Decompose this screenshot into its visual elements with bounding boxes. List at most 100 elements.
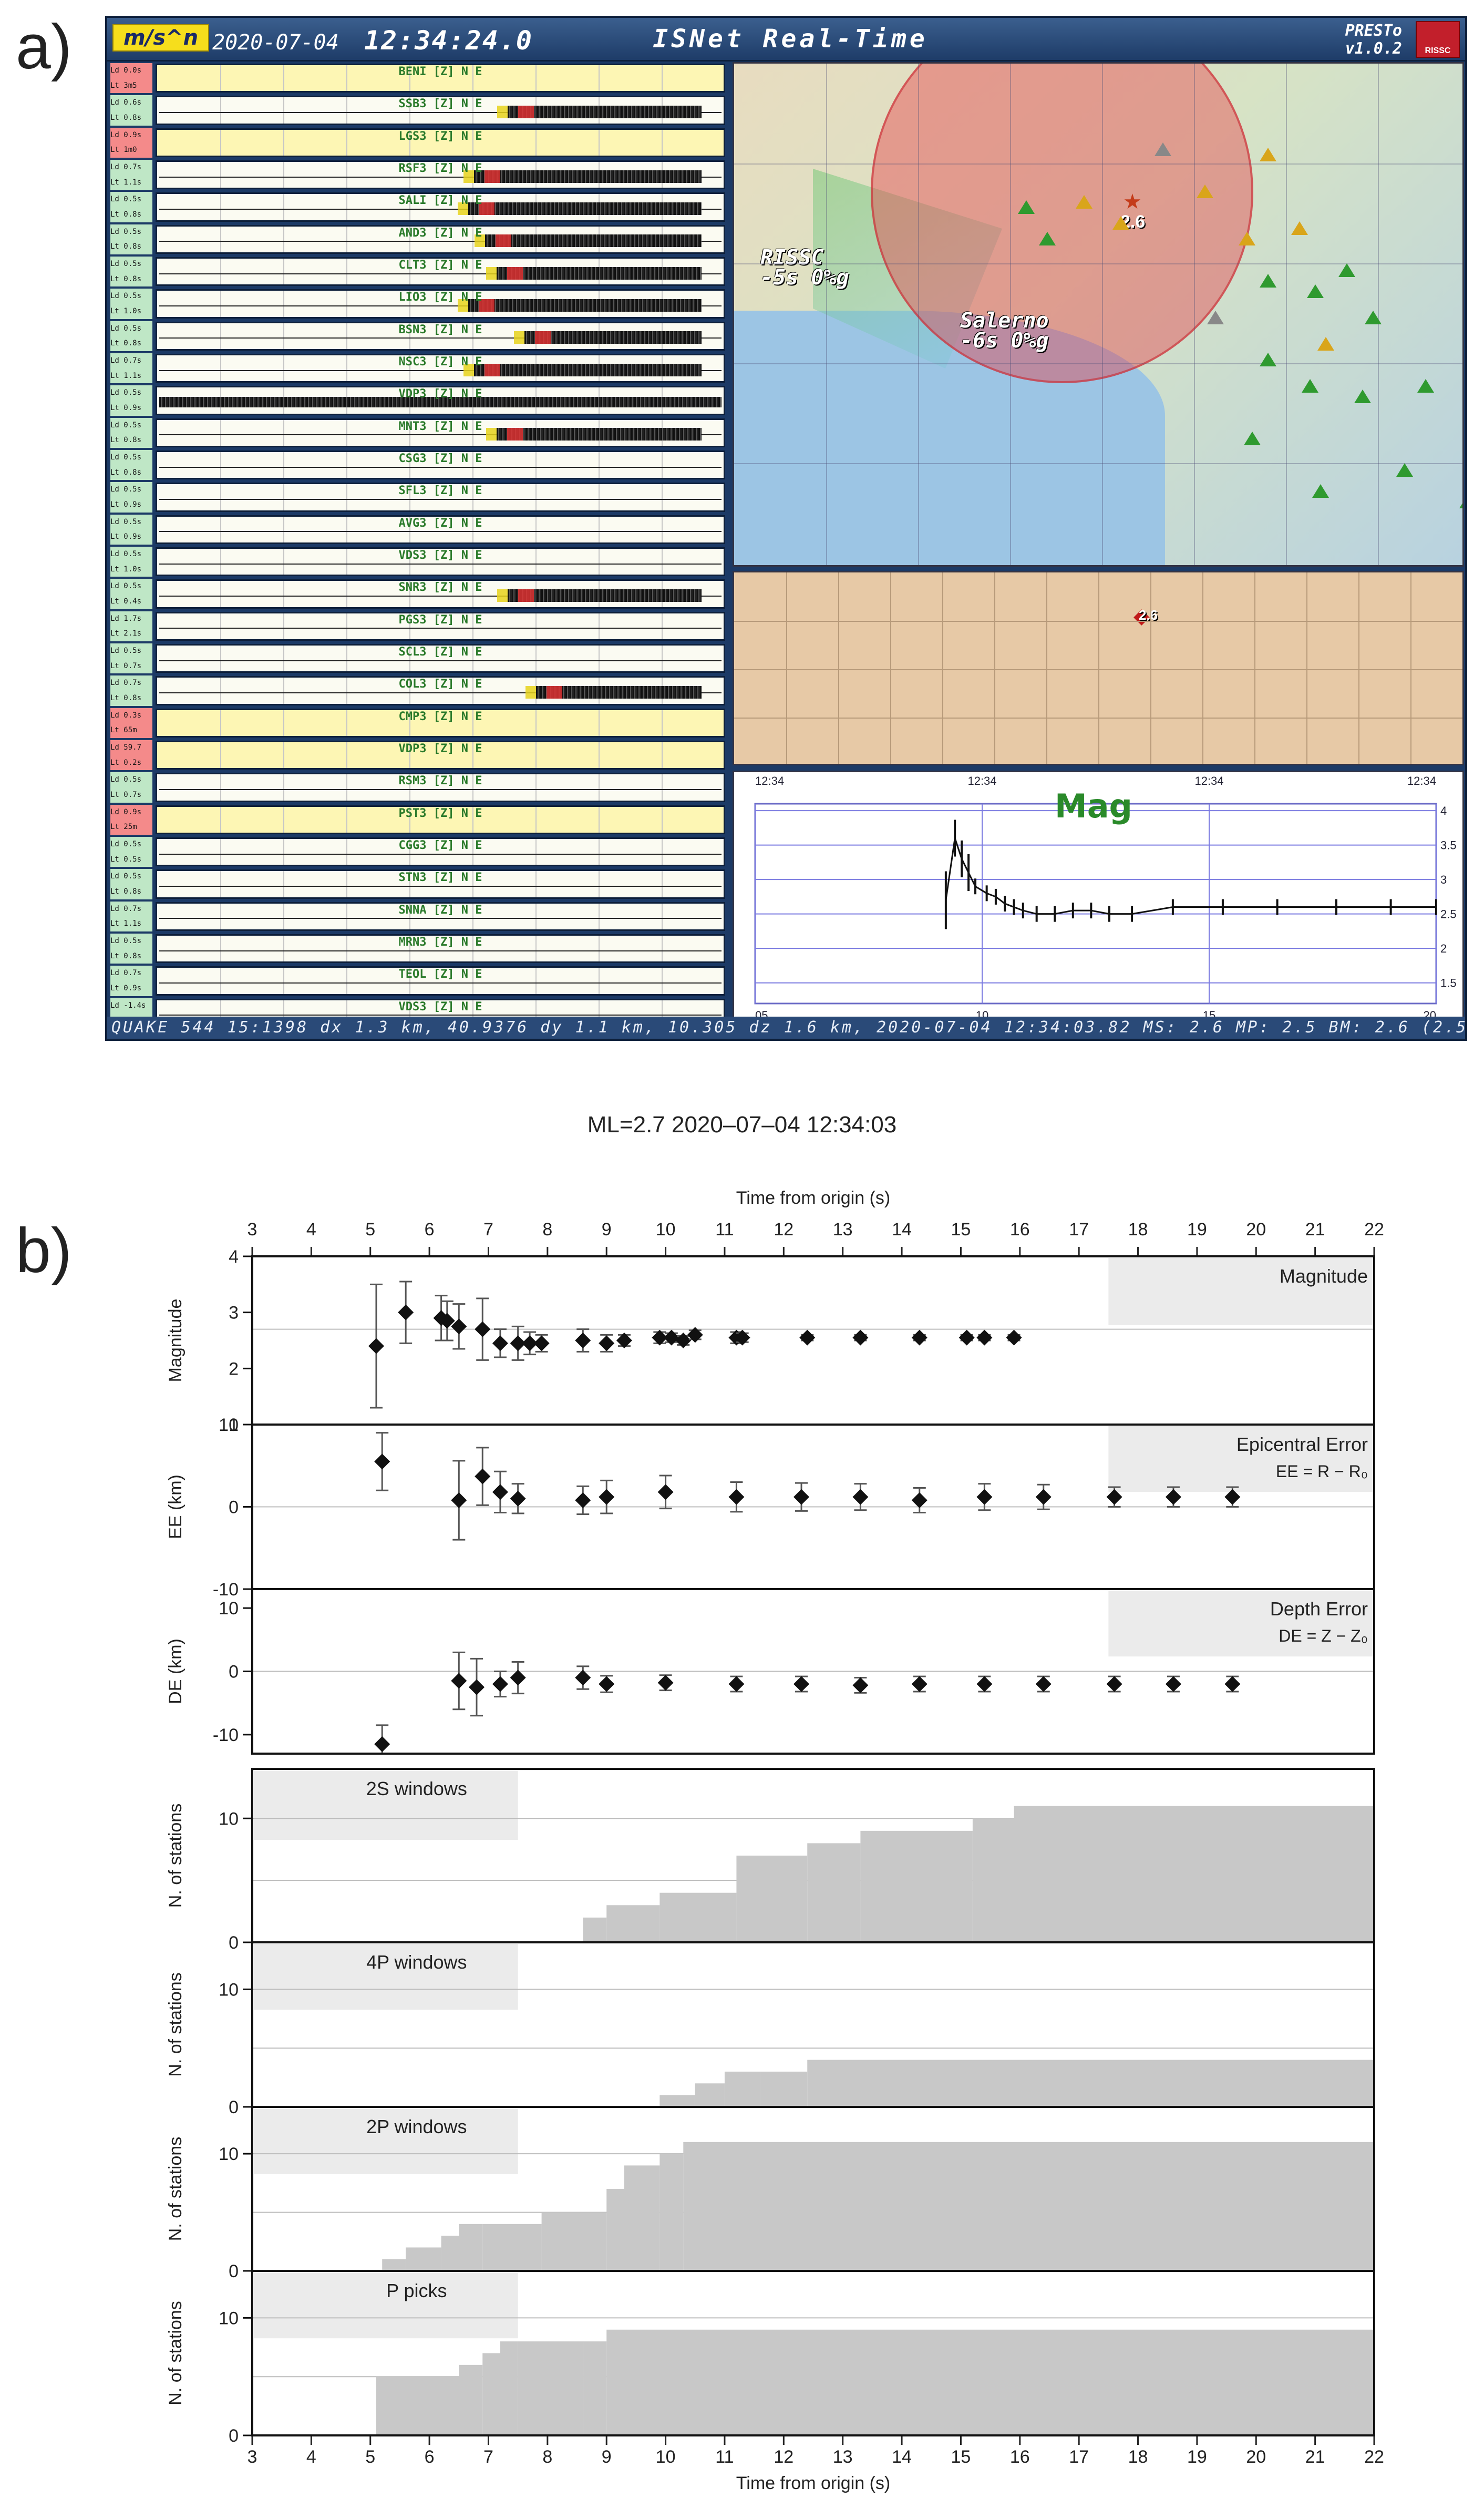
trace-row: Ld 0.3s Lt 65m CMP3 [Z] N E	[109, 707, 729, 739]
trace-baseline	[159, 982, 722, 984]
app-name-label: PRESTo	[1345, 22, 1402, 40]
station-name: CMP3 [Z] N E	[398, 710, 482, 723]
trace-baseline	[159, 918, 722, 919]
trace-grid-line	[220, 968, 221, 994]
station-triangle-icon	[1302, 379, 1318, 393]
trace-baseline	[159, 660, 722, 661]
x-tick-label: 11	[715, 2447, 734, 2467]
station-latency-tag: Ld 59.7 Lt 0.2s	[110, 740, 152, 771]
station-count-bar	[724, 2071, 760, 2107]
map-view[interactable]: RISSC -5s 0%g Salerno -6s 0%g ★ 2.6	[733, 62, 1464, 567]
x-tick-label: 7	[483, 2447, 493, 2467]
trace-grid-line	[472, 516, 473, 542]
trace-grid-line	[220, 613, 221, 639]
y-axis-label: N. of stations	[166, 1972, 186, 2076]
data-point	[510, 1490, 526, 1507]
data-point	[575, 1670, 591, 1686]
analysis-chart: Time from origin (s)3 4 5 6 7 8 9 10 11 12 13 14 15 1…	[166, 1188, 1384, 2493]
data-point	[510, 1670, 526, 1686]
trace-grid-line	[662, 1000, 663, 1026]
station-count-bar	[406, 2247, 441, 2271]
data-point	[728, 1676, 745, 1692]
x-tick-label-top: 10	[656, 1220, 676, 1240]
trace-grid-line	[662, 646, 663, 672]
mag-plot-top-time: 12:34	[755, 774, 784, 787]
station-count-bar	[760, 2071, 808, 2107]
trace-waveform: PGS3 [Z] N E	[156, 611, 725, 641]
trace-grid-line	[599, 1000, 600, 1026]
map-grid-line	[734, 263, 1462, 264]
data-point	[852, 1677, 869, 1693]
x-tick-label: 21	[1305, 2447, 1325, 2467]
trace-waveform: MRN3 [Z] N E	[156, 934, 725, 964]
latency-ld: Ld -1.4s	[110, 1001, 146, 1010]
trace-row: Ld 0.6s Lt 0.8s SSB3 [Z] N E	[109, 94, 729, 126]
trace-grid-line	[283, 516, 284, 542]
latency-lt: Lt 1.0s	[110, 565, 142, 574]
trace-row: Ld 0.7s Lt 1.1s NSC3 [Z] N E	[109, 352, 729, 384]
station-latency-tag: Ld 0.0s Lt 3m5	[110, 63, 152, 94]
station-latency-tag: Ld 0.5s Lt 1.0s	[110, 547, 152, 577]
subplot-depth-error: -10 0 10 DE (km) Depth Error DE = Z − Z₀	[166, 1588, 1375, 1755]
x-tick-label-top: 13	[833, 1220, 853, 1240]
station-latency-tag: Ld 0.5s Lt 0.4s	[110, 579, 152, 609]
trace-grid-line	[662, 968, 663, 994]
trace-row: Ld 0.5s Lt 0.9s VDP3 [Z] N E	[109, 384, 729, 416]
trace-grid-line	[409, 968, 410, 994]
station-count-bar	[376, 2377, 459, 2435]
trace-grid-line	[599, 549, 600, 575]
station-name: CGG3 [Z] N E	[398, 839, 482, 852]
x-tick-label-top: 19	[1187, 1220, 1207, 1240]
trace-grid-line	[472, 259, 473, 285]
data-point	[687, 1327, 703, 1343]
trace-grid-line	[662, 742, 663, 769]
trace-grid-line	[472, 968, 473, 994]
trace-grid-line	[535, 871, 537, 897]
station-count-bar	[606, 2329, 1374, 2435]
trace-baseline	[159, 1015, 722, 1016]
trace-grid-line	[472, 484, 473, 510]
data-point	[976, 1676, 993, 1692]
station-triangle-icon	[1155, 142, 1171, 156]
x-tick-label-top: 9	[602, 1220, 612, 1240]
latency-lt: Lt 1m0	[110, 146, 137, 155]
trace-grid-line	[346, 484, 347, 510]
station-name: SFL3 [Z] N E	[398, 484, 482, 498]
latency-ld: Ld 0.5s	[110, 582, 142, 591]
y-tick-label: 2	[229, 1359, 239, 1379]
subplot-title: 2S windows	[366, 1778, 467, 1799]
data-point	[1165, 1676, 1181, 1692]
trace-grid-line	[283, 194, 284, 220]
latency-ld: Ld 0.5s	[110, 517, 142, 526]
y-axis-label: N. of stations	[166, 1804, 186, 1908]
trace-grid-line	[220, 97, 221, 124]
trace-baseline	[159, 531, 722, 533]
trace-grid-line	[220, 484, 221, 510]
station-triangle-icon	[1459, 495, 1462, 508]
trace-grid-line	[535, 968, 537, 994]
s-pick-marker	[484, 363, 500, 376]
y-tick-label: 10	[219, 2144, 239, 2164]
trace-grid-line	[346, 903, 347, 929]
trace-row: Ld 0.5s Lt 0.8s SALI [Z] N E	[109, 191, 729, 223]
station-count-bar	[606, 2189, 624, 2271]
data-point	[976, 1489, 993, 1505]
data-point	[1106, 1489, 1122, 1505]
data-point	[469, 1679, 485, 1695]
trace-waveform: SALI [Z] N E	[156, 192, 725, 222]
trace-baseline	[159, 241, 722, 242]
trace-grid-line	[409, 194, 410, 220]
trace-baseline	[159, 789, 722, 790]
trace-grid-line	[662, 129, 663, 156]
data-point	[911, 1676, 928, 1692]
station-count-bar	[807, 1843, 861, 1942]
trace-baseline	[159, 111, 722, 113]
trace-row: Ld 0.5s Lt 0.8s MNT3 [Z] N E	[109, 417, 729, 449]
data-point	[522, 1335, 538, 1351]
trace-waveform: RSF3 [Z] N E	[156, 160, 725, 190]
station-triangle-icon	[1312, 484, 1329, 498]
trace-waveform: CMP3 [Z] N E	[156, 708, 725, 738]
data-point	[599, 1676, 615, 1692]
trace-grid-line	[409, 484, 410, 510]
trace-row: Ld 0.7s Lt 1.1s RSF3 [Z] N E	[109, 159, 729, 191]
